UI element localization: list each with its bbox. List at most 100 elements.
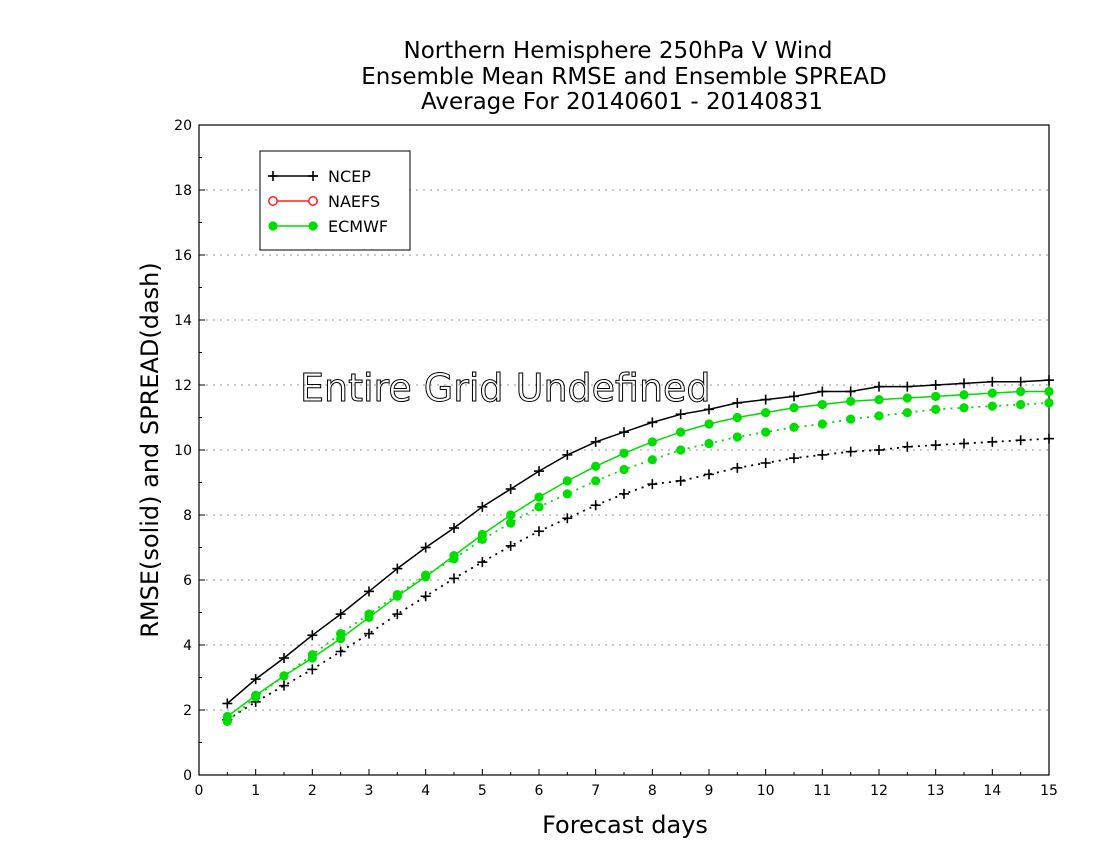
- x-tick-label-6: 6: [535, 783, 544, 799]
- x-tick-label-4: 4: [421, 783, 430, 799]
- point-ecmwf-rmse: [931, 391, 941, 401]
- point-ecmwf-rmse: [421, 572, 431, 582]
- series-ncep: [222, 375, 1054, 725]
- point-ecmwf-rmse: [789, 403, 799, 413]
- point-ecmwf-spread: [1044, 398, 1054, 408]
- point-ncep-spread: [307, 664, 318, 675]
- y-tick-label-0: 0: [183, 768, 192, 784]
- y-tick-label-8: 8: [183, 508, 192, 524]
- point-ncep-spread: [420, 591, 431, 602]
- point-ncep-spread: [335, 646, 346, 657]
- x-axis-ticks: 0 1 2 3 4 5 6 7 8 9 10 11 12 13 14 15: [195, 769, 1058, 799]
- point-ecmwf-spread: [761, 427, 771, 437]
- y-axis-ticks: 0 2 4 6 8 10 12 14 16 18 20: [174, 118, 205, 784]
- point-ecmwf-spread: [591, 476, 601, 486]
- point-ecmwf-spread: [931, 404, 941, 414]
- point-ecmwf-rmse: [619, 448, 629, 458]
- point-ncep-rmse: [647, 417, 658, 428]
- point-ncep-rmse: [732, 397, 743, 408]
- point-ecmwf-rmse: [364, 612, 374, 622]
- point-ecmwf-spread: [902, 408, 912, 418]
- point-ncep-rmse: [420, 542, 431, 553]
- point-ecmwf-spread: [704, 438, 714, 449]
- point-ecmwf-rmse: [336, 633, 346, 644]
- point-ncep-spread: [562, 513, 573, 524]
- x-tick-label-12: 12: [870, 783, 888, 799]
- point-ncep-spread: [704, 469, 714, 480]
- point-ecmwf-rmse: [506, 510, 516, 520]
- legend-marker-ecmwf: [308, 221, 318, 231]
- point-ecmwf-rmse: [392, 591, 402, 601]
- point-ncep-rmse: [675, 409, 686, 420]
- x-tick-label-10: 10: [757, 783, 775, 799]
- x-tick-label-11: 11: [813, 783, 831, 799]
- point-ncep-spread: [477, 557, 488, 568]
- point-ncep-spread: [760, 458, 771, 468]
- point-ecmwf-rmse: [251, 690, 261, 700]
- point-ncep-spread: [1015, 435, 1026, 446]
- point-ecmwf-rmse: [222, 711, 232, 722]
- point-ncep-spread: [675, 475, 686, 486]
- point-ncep-rmse: [619, 427, 629, 438]
- point-ecmwf-rmse: [307, 653, 317, 663]
- point-ncep-rmse: [335, 609, 346, 620]
- point-ncep-spread: [930, 440, 941, 451]
- point-ecmwf-spread: [789, 422, 799, 432]
- point-ecmwf-spread: [1016, 399, 1026, 410]
- x-tick-label-3: 3: [365, 783, 374, 799]
- y-tick-label-6: 6: [183, 573, 192, 589]
- point-ncep-rmse: [1015, 376, 1026, 387]
- point-ecmwf-spread: [676, 445, 686, 455]
- point-ecmwf-rmse: [647, 437, 657, 447]
- legend-marker-naefs: [268, 196, 278, 206]
- legend-marker-ncep: [268, 171, 278, 181]
- point-ncep-rmse: [874, 381, 884, 392]
- point-ncep-spread: [732, 462, 743, 473]
- point-ncep-rmse: [534, 466, 544, 477]
- point-ncep-rmse: [250, 674, 261, 685]
- y-tick-label-10: 10: [174, 443, 192, 459]
- line-ecmwf-rmse: [226, 390, 1049, 718]
- chart-title: Northern Hemisphere 250hPa V Wind Ensemb…: [361, 38, 886, 115]
- point-ecmwf-spread: [534, 502, 544, 512]
- legend-label-naefs: NAEFS: [328, 192, 380, 211]
- y-tick-label-18: 18: [174, 183, 192, 199]
- x-axis-label: Forecast days: [542, 811, 708, 839]
- point-ecmwf-rmse: [817, 399, 827, 410]
- data-series: [222, 375, 1054, 726]
- point-ecmwf-rmse: [761, 408, 771, 418]
- point-ecmwf-spread: [874, 411, 884, 421]
- x-tick-label-7: 7: [591, 783, 600, 799]
- point-ecmwf-rmse: [902, 393, 912, 403]
- point-ncep-rmse: [959, 378, 969, 389]
- point-ncep-rmse: [364, 586, 374, 597]
- y-tick-label-20: 20: [174, 118, 192, 134]
- x-tick-label-14: 14: [983, 783, 1001, 799]
- x-tick-label-15: 15: [1040, 783, 1058, 799]
- point-ncep-spread: [902, 441, 913, 452]
- y-tick-label-16: 16: [174, 248, 192, 264]
- point-ecmwf-rmse: [562, 476, 572, 486]
- point-ncep-spread: [845, 446, 856, 457]
- point-ncep-spread: [987, 436, 998, 447]
- title-line-3: Average For 20140601 - 20140831: [421, 89, 823, 115]
- point-ncep-rmse: [789, 391, 799, 402]
- x-tick-label-2: 2: [308, 783, 317, 799]
- point-ncep-spread: [874, 445, 884, 455]
- line-ncep-rmse: [226, 379, 1050, 705]
- legend-label-ecmwf: ECMWF: [328, 217, 388, 236]
- point-ncep-spread: [392, 609, 403, 620]
- point-ncep-rmse: [760, 394, 771, 405]
- point-ncep-rmse: [987, 376, 998, 387]
- point-ecmwf-spread: [846, 414, 856, 424]
- x-tick-label-13: 13: [927, 783, 945, 799]
- point-ncep-rmse: [477, 501, 488, 512]
- y-tick-label-12: 12: [174, 378, 192, 394]
- legend-item-ncep: NCEP: [268, 167, 371, 186]
- point-ncep-rmse: [392, 563, 403, 574]
- y-tick-label-4: 4: [183, 638, 192, 654]
- undefined-grid-annotation: Entire Grid Undefined: [300, 366, 711, 410]
- point-ncep-spread: [817, 449, 828, 460]
- point-ncep-rmse: [704, 404, 714, 415]
- point-ecmwf-rmse: [732, 412, 742, 423]
